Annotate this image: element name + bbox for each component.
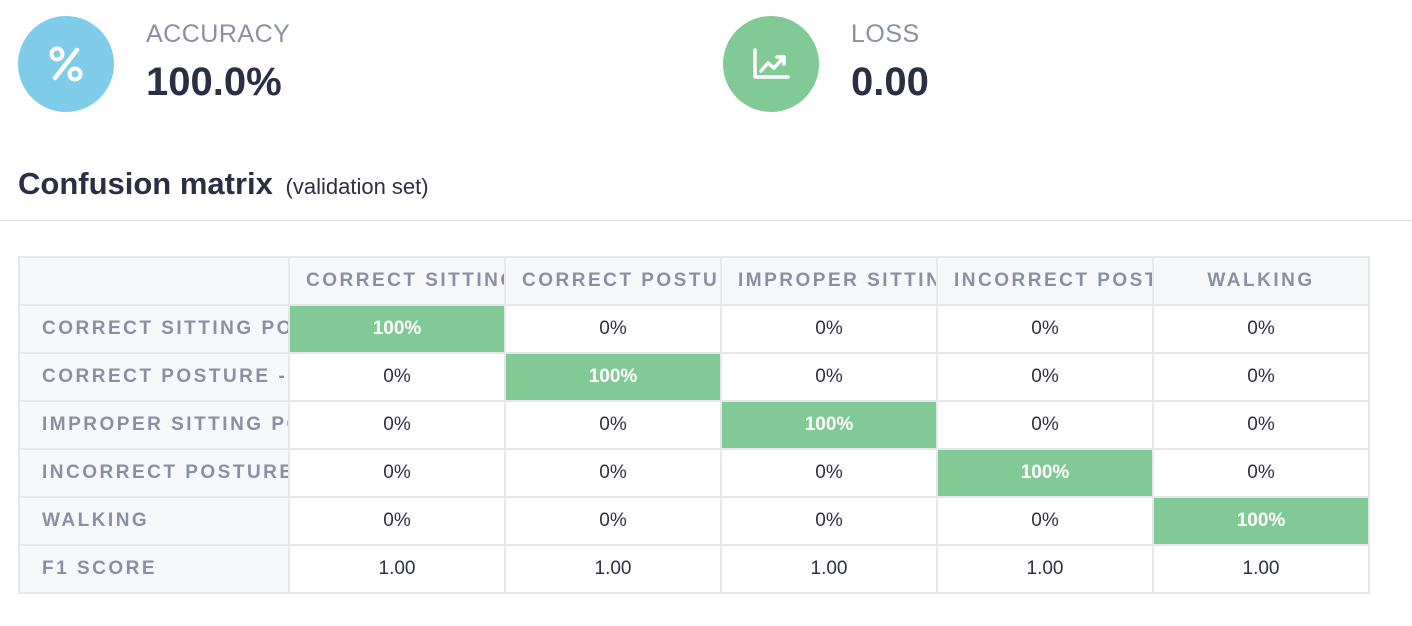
matrix-cell: 0%	[288, 352, 506, 402]
matrix-cell: 0%	[504, 448, 722, 498]
matrix-cell: 100%	[1152, 496, 1370, 546]
f1-cell: 1.00	[1152, 544, 1370, 594]
accuracy-value: 100.0%	[146, 60, 282, 104]
matrix-cell: 100%	[504, 352, 722, 402]
f1-cell: 1.00	[936, 544, 1154, 594]
loss-label: LOSS	[851, 20, 920, 48]
column-header: IMPROPER SITTIN	[720, 256, 938, 306]
column-header: INCORRECT POSTU	[936, 256, 1154, 306]
matrix-cell: 0%	[936, 400, 1154, 450]
f1-cell: 1.00	[720, 544, 938, 594]
matrix-cell: 0%	[936, 352, 1154, 402]
row-header: WALKING	[18, 496, 290, 546]
f1-cell: 1.00	[288, 544, 506, 594]
row-header: IMPROPER SITTING PC	[18, 400, 290, 450]
section-subtitle: (validation set)	[285, 174, 429, 199]
matrix-row: CORRECT SITTING POS 100% 0% 0% 0% 0%	[18, 304, 1370, 354]
section-divider	[0, 220, 1412, 221]
matrix-cell: 0%	[936, 496, 1154, 546]
column-header: CORRECT POSTUR	[504, 256, 722, 306]
matrix-cell: 100%	[720, 400, 938, 450]
matrix-row: INCORRECT POSTURE 0% 0% 0% 100% 0%	[18, 448, 1370, 498]
percent-icon	[49, 46, 83, 82]
row-header: CORRECT POSTURE - S	[18, 352, 290, 402]
loss-value: 0.00	[851, 60, 929, 104]
matrix-cell: 0%	[504, 400, 722, 450]
matrix-cell: 100%	[288, 304, 506, 354]
loss-icon-circle	[723, 16, 819, 112]
column-header: WALKING	[1152, 256, 1370, 306]
matrix-cell: 0%	[288, 400, 506, 450]
column-header: CORRECT SITTING	[288, 256, 506, 306]
matrix-cell: 0%	[720, 448, 938, 498]
matrix-cell: 0%	[720, 352, 938, 402]
matrix-cell: 0%	[720, 496, 938, 546]
accuracy-icon-circle	[18, 16, 114, 112]
matrix-cell: 0%	[1152, 448, 1370, 498]
matrix-cell: 0%	[936, 304, 1154, 354]
matrix-cell: 0%	[504, 496, 722, 546]
matrix-cell: 0%	[720, 304, 938, 354]
row-header: F1 SCORE	[18, 544, 290, 594]
matrix-row: CORRECT POSTURE - S 0% 100% 0% 0% 0%	[18, 352, 1370, 402]
confusion-matrix-table: CORRECT SITTING CORRECT POSTUR IMPROPER …	[18, 256, 1370, 594]
matrix-cell: 0%	[504, 304, 722, 354]
accuracy-label: ACCURACY	[146, 20, 291, 48]
f1-cell: 1.00	[504, 544, 722, 594]
f1-score-row: F1 SCORE 1.00 1.00 1.00 1.00 1.00	[18, 544, 1370, 594]
row-header: INCORRECT POSTURE	[18, 448, 290, 498]
matrix-cell: 100%	[936, 448, 1154, 498]
matrix-header-row: CORRECT SITTING CORRECT POSTUR IMPROPER …	[18, 256, 1370, 306]
matrix-row: WALKING 0% 0% 0% 0% 100%	[18, 496, 1370, 546]
matrix-cell: 0%	[288, 448, 506, 498]
matrix-cell: 0%	[1152, 304, 1370, 354]
matrix-row: IMPROPER SITTING PC 0% 0% 100% 0% 0%	[18, 400, 1370, 450]
trending-chart-icon	[753, 48, 790, 79]
matrix-cell: 0%	[288, 496, 506, 546]
row-header: CORRECT SITTING POS	[18, 304, 290, 354]
loss-metric: LOSS 0.00	[705, 0, 1405, 140]
matrix-corner-cell	[18, 256, 290, 306]
confusion-matrix-title: Confusion matrix (validation set)	[18, 166, 429, 202]
matrix-cell: 0%	[1152, 352, 1370, 402]
accuracy-metric: ACCURACY 100.0%	[0, 0, 700, 140]
section-title-text: Confusion matrix	[18, 166, 273, 201]
matrix-cell: 0%	[1152, 400, 1370, 450]
